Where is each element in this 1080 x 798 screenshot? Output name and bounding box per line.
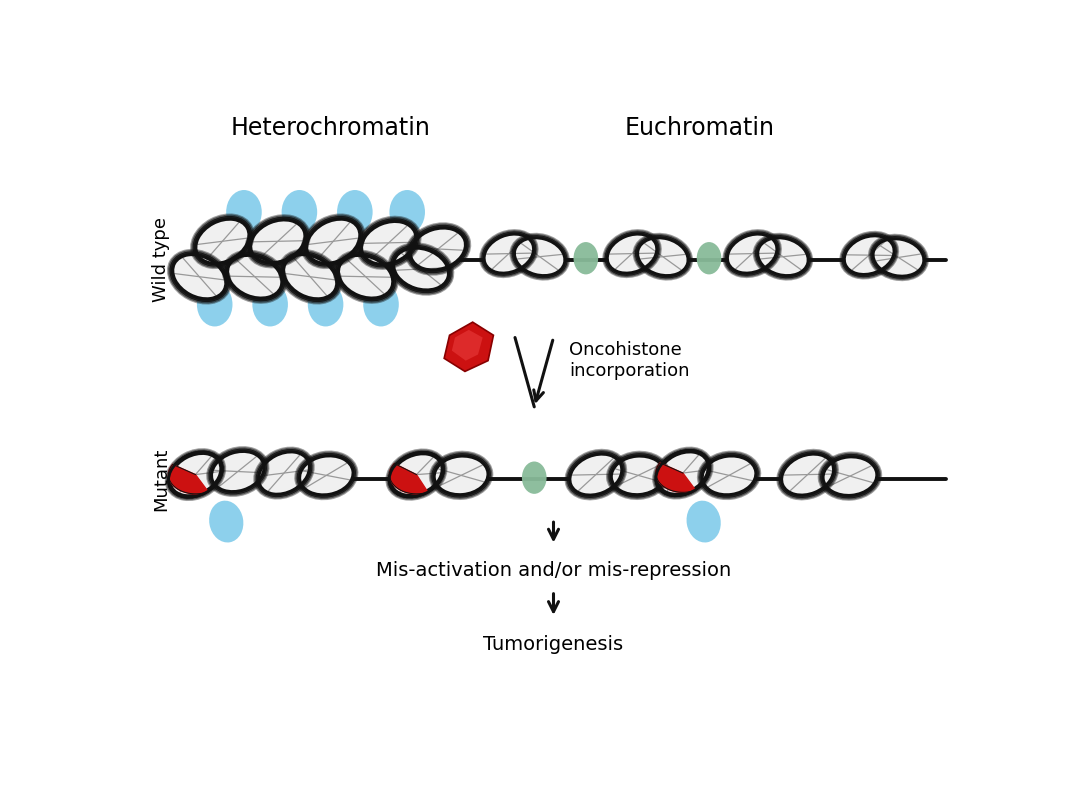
- Ellipse shape: [197, 282, 232, 326]
- Ellipse shape: [212, 452, 265, 492]
- Ellipse shape: [514, 238, 565, 275]
- Text: Euchromatin: Euchromatin: [625, 116, 774, 140]
- Text: Mis-activation and/or mis-repression: Mis-activation and/or mis-repression: [376, 560, 731, 579]
- Ellipse shape: [637, 238, 688, 275]
- Ellipse shape: [873, 239, 923, 276]
- Ellipse shape: [173, 255, 226, 299]
- Ellipse shape: [393, 248, 448, 290]
- Ellipse shape: [210, 500, 243, 543]
- Ellipse shape: [758, 238, 808, 275]
- Ellipse shape: [728, 234, 777, 273]
- Text: Tumorigenesis: Tumorigenesis: [484, 635, 623, 654]
- Ellipse shape: [226, 190, 261, 234]
- Text: Heterochromatin: Heterochromatin: [230, 116, 430, 140]
- Ellipse shape: [337, 190, 373, 234]
- Ellipse shape: [702, 456, 756, 495]
- Ellipse shape: [338, 255, 393, 298]
- Ellipse shape: [823, 456, 877, 496]
- Ellipse shape: [253, 282, 288, 326]
- Ellipse shape: [170, 453, 221, 496]
- Ellipse shape: [570, 454, 622, 495]
- Text: Wild type: Wild type: [152, 217, 170, 302]
- Ellipse shape: [845, 236, 894, 275]
- Ellipse shape: [307, 219, 360, 263]
- Ellipse shape: [390, 190, 426, 234]
- Ellipse shape: [362, 221, 416, 264]
- Ellipse shape: [410, 228, 465, 270]
- Ellipse shape: [283, 255, 337, 299]
- Ellipse shape: [697, 242, 721, 275]
- Ellipse shape: [658, 452, 708, 494]
- Ellipse shape: [484, 234, 534, 273]
- Ellipse shape: [782, 454, 834, 495]
- Polygon shape: [444, 322, 494, 371]
- Ellipse shape: [611, 456, 665, 495]
- Ellipse shape: [251, 219, 306, 263]
- Ellipse shape: [607, 234, 657, 273]
- Ellipse shape: [228, 255, 282, 298]
- Ellipse shape: [363, 282, 399, 326]
- Polygon shape: [656, 463, 696, 492]
- Ellipse shape: [522, 461, 546, 494]
- Ellipse shape: [299, 456, 353, 495]
- Text: Oncohistone
incorporation: Oncohistone incorporation: [569, 342, 689, 380]
- Ellipse shape: [434, 456, 488, 495]
- Ellipse shape: [195, 219, 249, 263]
- Ellipse shape: [391, 454, 442, 496]
- Text: Mutant: Mutant: [152, 448, 170, 511]
- Ellipse shape: [573, 242, 598, 275]
- Polygon shape: [390, 464, 428, 494]
- Polygon shape: [451, 330, 483, 361]
- Ellipse shape: [308, 282, 343, 326]
- Ellipse shape: [282, 190, 318, 234]
- Ellipse shape: [258, 452, 310, 494]
- Polygon shape: [168, 464, 208, 494]
- Ellipse shape: [687, 500, 720, 543]
